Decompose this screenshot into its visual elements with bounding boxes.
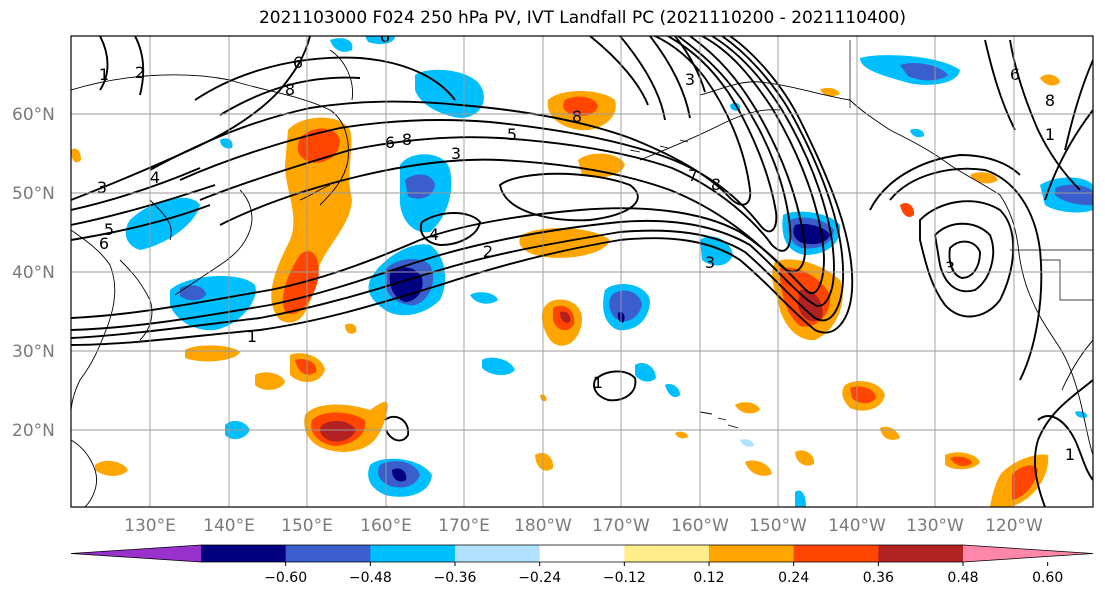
pv-contours bbox=[71, 36, 1093, 507]
lat-label: 40°N bbox=[12, 263, 55, 283]
contour-label: 8 bbox=[285, 80, 295, 99]
contour-label: 8 bbox=[402, 130, 412, 149]
colorbar-tick-label: 0.36 bbox=[863, 570, 894, 586]
lon-label: 150°W bbox=[749, 516, 807, 536]
lon-label: 130°W bbox=[906, 516, 964, 536]
colorbar-tick-label: −0.12 bbox=[603, 570, 646, 586]
contour-label: 3 bbox=[945, 258, 955, 277]
contour-label: 3 bbox=[705, 253, 715, 272]
contour-label: 3 bbox=[97, 178, 107, 197]
lon-label: 150°E bbox=[281, 516, 333, 536]
colorbar-outline bbox=[70, 544, 1094, 563]
contour-label: 8 bbox=[572, 107, 582, 126]
contour-label: 8 bbox=[1045, 91, 1055, 110]
colorbar-swatch bbox=[285, 545, 371, 562]
colorbar-swatch bbox=[539, 545, 625, 562]
contour-label: 1 bbox=[1065, 445, 1075, 464]
contour-label: 6 bbox=[99, 234, 109, 253]
colorbar-tick-label: 0.12 bbox=[693, 570, 724, 586]
colorbar-extend-high bbox=[963, 545, 1093, 562]
colorbar-swatch bbox=[878, 545, 964, 562]
colorbar-tick-label: 0.60 bbox=[1032, 570, 1063, 586]
lat-label: 60°N bbox=[12, 105, 55, 125]
contour-label: 1 bbox=[247, 327, 257, 346]
longitude-labels: 130°E 140°E 150°E 160°E 170°E 180°W 170°… bbox=[124, 516, 1043, 536]
colorbar-swatch bbox=[455, 545, 541, 562]
lat-label: 30°N bbox=[12, 342, 55, 362]
lon-label: 170°E bbox=[438, 516, 490, 536]
contour-label: 6 bbox=[1010, 65, 1020, 84]
lat-label: 20°N bbox=[12, 421, 55, 441]
contour-label: 8 bbox=[711, 175, 721, 194]
contour-label: 1 bbox=[593, 373, 603, 392]
colorbar-swatch bbox=[793, 545, 879, 562]
contour-label: 2 bbox=[135, 63, 145, 82]
colorbar-tick-label: 0.48 bbox=[947, 570, 978, 586]
contour-label: 3 bbox=[685, 70, 695, 89]
lon-label: 130°E bbox=[124, 516, 176, 536]
colorbar-tick-label: −0.48 bbox=[349, 570, 392, 586]
contour-label: 1 bbox=[99, 65, 109, 84]
latitude-labels: 60°N 50°N 40°N 30°N 20°N bbox=[12, 105, 55, 441]
lon-label: 160°E bbox=[360, 516, 412, 536]
lon-label: 120°W bbox=[985, 516, 1043, 536]
contour-label: 6 bbox=[385, 133, 395, 152]
gridlines bbox=[71, 36, 1093, 507]
colorbar-swatch bbox=[709, 545, 795, 562]
colorbar-tick-label: −0.60 bbox=[264, 570, 307, 586]
contour-label: 5 bbox=[104, 220, 114, 239]
colorbar-swatch bbox=[624, 545, 710, 562]
lon-label: 140°W bbox=[828, 516, 886, 536]
map-content: 1 2 3 4 5 6 6 8 5 8 3 4 2 1 7 8 3 3 1 1 … bbox=[71, 27, 1093, 507]
contour-label: 5 bbox=[507, 125, 517, 144]
colorbar-swatch bbox=[201, 545, 287, 562]
map-title: 2021103000 F024 250 hPa PV, IVT Landfall… bbox=[258, 8, 906, 28]
contour-label: 3 bbox=[451, 144, 461, 163]
colorbar-tick-label: −0.36 bbox=[434, 570, 477, 586]
lon-label: 180°W bbox=[514, 516, 572, 536]
colorbar: −0.60 −0.48 −0.36 −0.24 −0.12 0.12 0.24 0.36 0.4… bbox=[70, 544, 1094, 586]
contour-label: 6 bbox=[293, 53, 303, 72]
lon-label: 140°E bbox=[203, 516, 255, 536]
colorbar-tick-label: 0.24 bbox=[778, 570, 809, 586]
contour-label: 1 bbox=[1045, 125, 1055, 144]
contour-labels: 1 2 3 4 5 6 6 8 5 8 3 4 2 1 7 8 3 3 1 1 … bbox=[97, 27, 1075, 464]
colorbar-tick-label: −0.24 bbox=[518, 570, 561, 586]
colorbar-extend-low bbox=[71, 545, 201, 562]
contour-label: 2 bbox=[483, 242, 493, 261]
colorbar-swatch bbox=[370, 545, 456, 562]
contour-label: 7 bbox=[688, 166, 698, 185]
contour-label: 4 bbox=[429, 225, 439, 244]
lon-label: 160°W bbox=[671, 516, 729, 536]
contour-label: 6 bbox=[380, 27, 390, 46]
coastlines bbox=[71, 40, 1093, 507]
lon-label: 170°W bbox=[592, 516, 650, 536]
lat-label: 50°N bbox=[12, 184, 55, 204]
contour-label: 4 bbox=[150, 168, 160, 187]
map-frame bbox=[70, 35, 1094, 508]
